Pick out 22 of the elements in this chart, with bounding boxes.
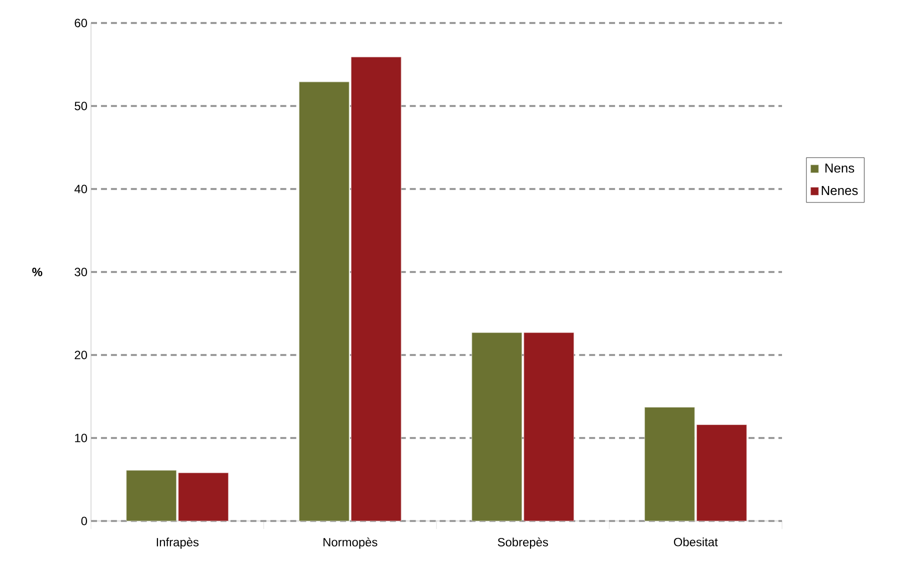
y-tick-label: 50: [74, 102, 88, 110]
y-tick-label: 20: [74, 350, 88, 360]
bar: [524, 332, 574, 522]
bar: [644, 407, 695, 522]
bar: [696, 424, 747, 522]
x-tick-label: Normopès: [324, 538, 378, 549]
bar: [298, 82, 350, 522]
y-tick-label: 10: [75, 434, 88, 442]
x-tick-label: Obesitat: [674, 538, 718, 546]
y-tick-label: 60: [74, 18, 88, 28]
y-axis-title: %: [32, 268, 42, 276]
bar: [126, 470, 177, 522]
y-tick-label: 40: [74, 184, 88, 194]
legend-label: Nenes: [822, 186, 858, 196]
bar: [178, 472, 229, 522]
bar: [350, 56, 402, 522]
legend-label: Nens: [825, 164, 854, 173]
x-tick-label: Infrapès: [156, 538, 199, 549]
y-tick-label: 0: [81, 516, 88, 526]
bar: [472, 332, 522, 522]
y-tick-label: 30: [74, 268, 88, 276]
x-tick-label: Sobrepès: [498, 538, 548, 549]
